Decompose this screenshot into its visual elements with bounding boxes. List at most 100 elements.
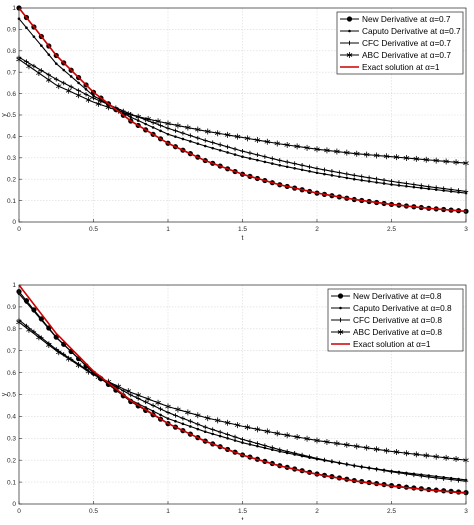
series-star-4 [16,56,469,167]
data-point [278,163,282,167]
data-point [55,83,62,90]
legend-marker [347,40,352,46]
data-point [254,137,261,144]
data-point [389,469,394,475]
data-point [174,419,177,423]
data-point [271,162,274,165]
data-point [233,153,237,156]
x-tick-label: 0 [17,508,21,515]
data-point [263,446,267,450]
data-point [247,150,253,156]
data-point [353,150,360,157]
data-point [85,96,92,103]
data-point [241,155,244,159]
data-point [165,403,171,410]
data-point [166,417,170,420]
data-point [196,427,200,431]
data-point [195,135,200,141]
legend-item: Caputo Derivative at α=0.8 [331,303,452,313]
data-point [203,144,207,148]
data-point [375,181,378,184]
data-point [323,172,326,176]
data-point [248,157,252,160]
y-tick-label: 0.6 [7,370,16,377]
data-point [181,137,185,141]
data-point [62,343,65,346]
data-point [77,81,80,85]
data-point [363,444,370,451]
data-point [244,424,251,431]
y-tick-label: 0.6 [7,91,16,98]
x-tick-label: 1.5 [238,508,247,515]
series-line [18,7,467,213]
data-point [264,428,271,435]
data-point [456,188,461,193]
data-point [314,166,320,171]
data-point [195,421,200,427]
data-point [40,318,43,322]
data-point [135,392,141,399]
data-point [314,456,320,461]
data-point [262,154,268,159]
legend-item: CFC Derivative at α=0.8 [331,315,442,325]
data-point [125,111,132,118]
data-point [299,452,305,458]
data-point [61,80,66,86]
data-point [47,327,51,331]
legend-label: Caputo Derivative at α=0.7 [362,26,461,36]
legend-item: Caputo Derivative at α=0.7 [340,26,461,36]
data-point [173,413,178,418]
data-point [115,383,122,390]
series-line [18,58,467,164]
data-point [456,478,461,483]
y-tick-label: 0.9 [7,304,16,311]
data-point [412,185,416,189]
data-point [125,388,132,395]
data-point [363,151,370,158]
y-axis-label: y [1,113,8,117]
data-point [175,406,181,413]
data-point [434,475,439,481]
legend: New Derivative at α=0.8 Caputo Derivative… [327,288,464,352]
data-point [188,133,193,138]
data-point [441,186,446,191]
data-point [150,403,156,408]
x-tick-label: 2.5 [387,226,396,233]
data-point [46,72,51,78]
data-point [180,130,186,136]
data-point [210,427,215,432]
data-point [426,184,431,189]
data-point [397,184,401,187]
data-point [294,433,300,440]
legend-marker [337,329,344,335]
data-point [91,95,96,101]
data-point [374,176,379,182]
data-point [373,446,380,453]
data-point [433,157,439,164]
data-point [158,123,163,128]
x-tick-label: 2.5 [387,508,396,515]
data-point [443,158,449,165]
data-point [233,439,237,442]
data-point [314,146,320,153]
data-point [329,459,335,464]
data-point [344,149,350,156]
data-point [247,439,253,444]
series-none-5 [18,284,467,494]
data-point [420,186,423,190]
chart-panel-1: 0 0.5 1 1.5 2 2.5 3 0 0.1 0.2 0.3 0.4 0.5 0.6 0.7 0.8 0.… [1,5,469,242]
data-point [151,409,155,413]
data-point [211,432,214,436]
data-point [83,92,89,97]
legend-item: Exact solution at α=1 [340,62,440,72]
data-point [240,148,245,154]
data-point [374,467,379,472]
data-point [166,132,170,136]
data-point [77,357,80,360]
data-point [403,450,410,457]
series-star-4 [16,319,469,464]
x-tick-label: 0.5 [89,508,98,515]
data-point [226,151,229,154]
data-point [173,128,178,133]
